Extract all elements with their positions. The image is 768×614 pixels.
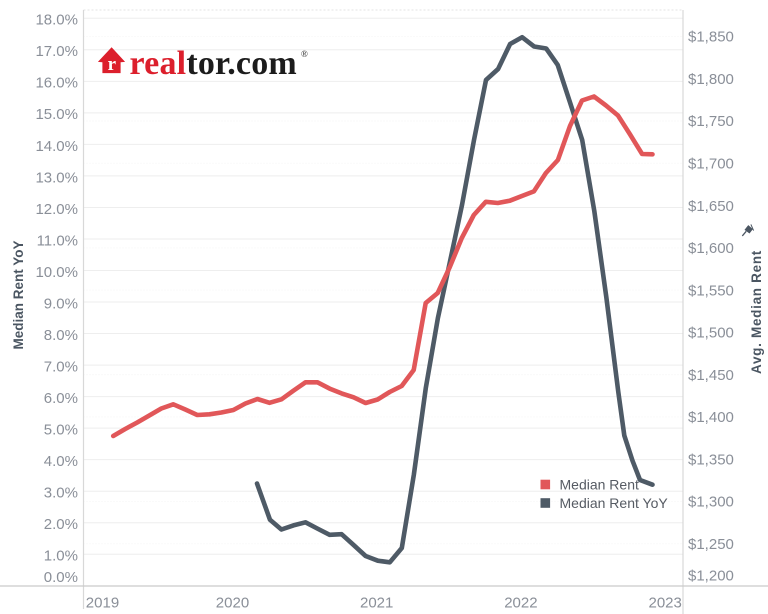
svg-text:8.0%: 8.0% — [44, 327, 78, 344]
svg-text:1.0%: 1.0% — [44, 548, 78, 565]
svg-text:16.0%: 16.0% — [35, 75, 78, 92]
svg-text:$1,500: $1,500 — [688, 325, 734, 342]
svg-text:2020: 2020 — [216, 594, 249, 611]
svg-text:0.0%: 0.0% — [44, 569, 78, 586]
svg-text:$1,750: $1,750 — [688, 113, 734, 130]
svg-text:r: r — [108, 54, 117, 75]
svg-text:$1,650: $1,650 — [688, 198, 734, 215]
svg-text:$1,550: $1,550 — [688, 282, 734, 299]
svg-text:$1,250: $1,250 — [688, 536, 734, 553]
svg-text:$1,350: $1,350 — [688, 451, 734, 468]
svg-text:14.0%: 14.0% — [35, 138, 78, 155]
svg-text:$1,700: $1,700 — [688, 156, 734, 173]
svg-text:Median Rent YoY: Median Rent YoY — [560, 495, 669, 511]
svg-text:$1,400: $1,400 — [688, 409, 734, 426]
svg-text:11.0%: 11.0% — [37, 232, 78, 249]
svg-text:15.0%: 15.0% — [35, 106, 78, 123]
svg-text:10.0%: 10.0% — [35, 264, 78, 281]
svg-text:$1,800: $1,800 — [688, 71, 734, 88]
svg-text:3.0%: 3.0% — [44, 485, 78, 502]
svg-text:$1,850: $1,850 — [688, 29, 734, 46]
svg-text:2022: 2022 — [504, 594, 537, 611]
svg-text:$1,300: $1,300 — [688, 494, 734, 511]
svg-text:Avg. Median Rent: Avg. Median Rent — [749, 250, 764, 374]
svg-text:2023: 2023 — [649, 594, 682, 611]
svg-text:6.0%: 6.0% — [44, 390, 78, 407]
svg-text:12.0%: 12.0% — [35, 201, 78, 218]
svg-text:7.0%: 7.0% — [44, 359, 78, 376]
svg-text:Median Rent: Median Rent — [560, 477, 639, 493]
svg-text:4.0%: 4.0% — [44, 453, 78, 470]
svg-text:2021: 2021 — [360, 594, 393, 611]
svg-text:18.0%: 18.0% — [35, 12, 78, 29]
svg-text:$1,600: $1,600 — [688, 240, 734, 257]
svg-text:17.0%: 17.0% — [35, 43, 78, 60]
svg-text:$1,200: $1,200 — [688, 568, 734, 585]
svg-text:2.0%: 2.0% — [44, 516, 78, 533]
svg-text:13.0%: 13.0% — [35, 169, 78, 186]
svg-text:9.0%: 9.0% — [44, 295, 78, 312]
svg-text:realtor.com: realtor.com — [130, 45, 297, 82]
svg-text:Median Rent YoY: Median Rent YoY — [11, 240, 26, 349]
svg-text:2019: 2019 — [86, 594, 119, 611]
svg-text:5.0%: 5.0% — [44, 422, 78, 439]
svg-text:®: ® — [301, 49, 308, 59]
svg-text:$1,450: $1,450 — [688, 367, 734, 384]
